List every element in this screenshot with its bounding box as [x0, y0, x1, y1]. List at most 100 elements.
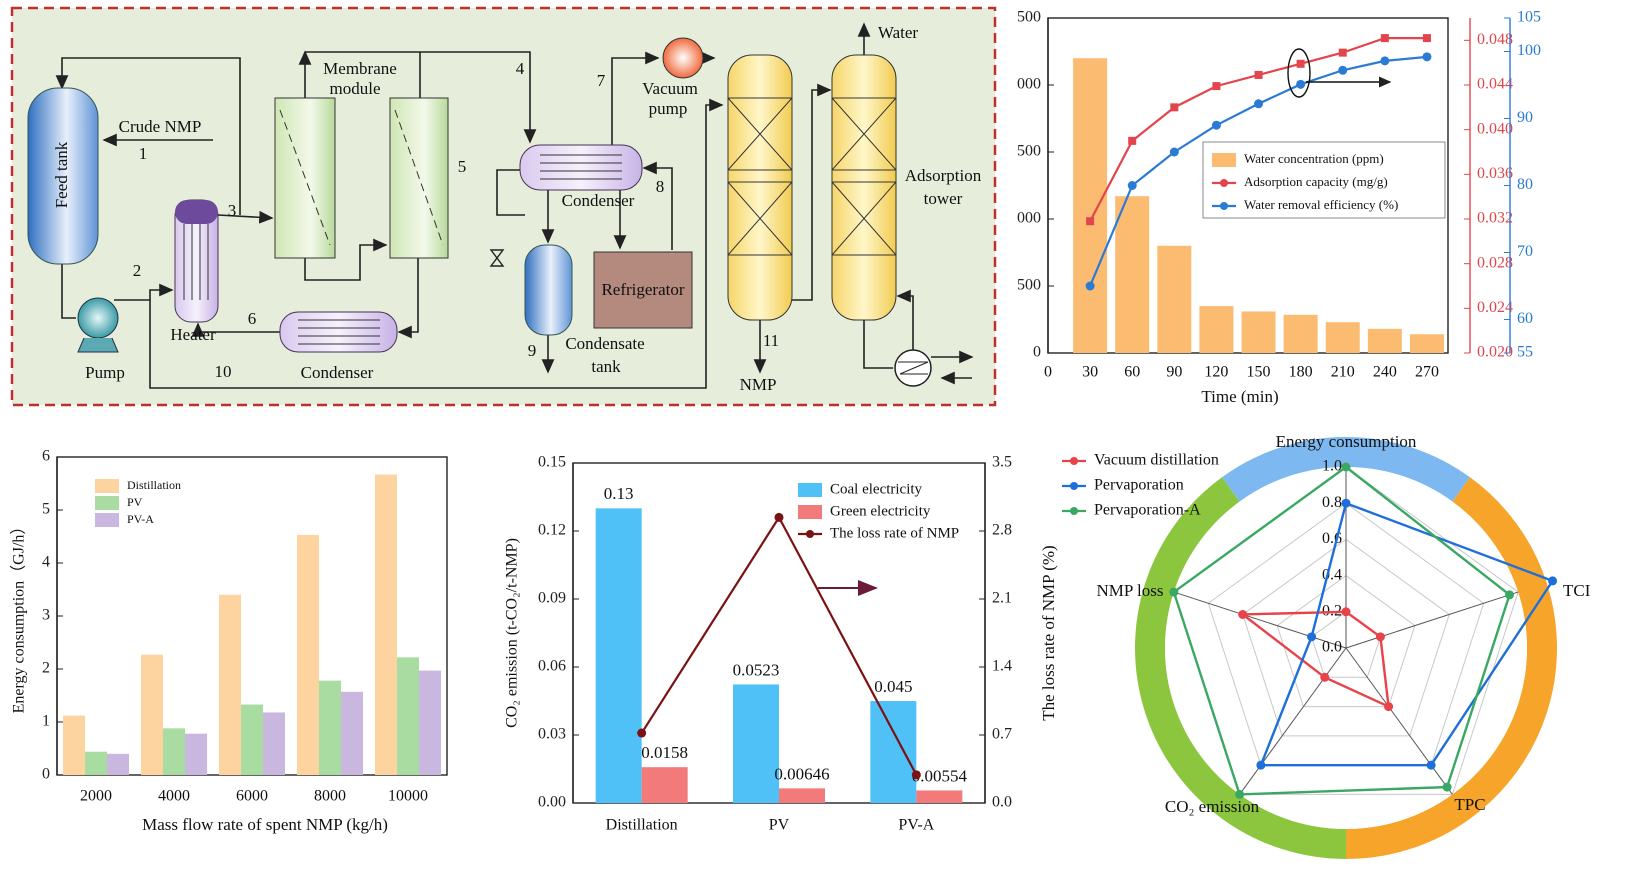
x-tick-label: 4000	[158, 788, 190, 805]
y-tick-label: 3	[42, 607, 50, 624]
legend-marker	[1220, 202, 1228, 210]
diagram-label: 11	[763, 331, 779, 350]
bar	[870, 701, 917, 803]
line-marker	[1169, 147, 1179, 157]
radar-marker	[1169, 587, 1179, 597]
legend-label: Coal electricity	[830, 481, 923, 497]
bar	[1241, 311, 1276, 353]
pipe	[792, 83, 832, 301]
y-tick-label: 0	[1033, 344, 1041, 361]
legend-label: PV-A	[127, 512, 154, 526]
line-marker	[1085, 281, 1095, 291]
diagram-label: Feed tank	[52, 141, 71, 208]
pipe	[863, 320, 893, 369]
chart-panel: Distillation PV PV-A 0.00 0.03 0.06 0.09 0.12 0.…	[504, 454, 1058, 834]
y2-axis-label: The loss rate of NMP (%)	[1039, 545, 1058, 720]
adsorption-column	[831, 54, 897, 321]
radar-marker	[1505, 590, 1515, 600]
diagram-label: module	[330, 79, 381, 98]
radar-marker	[1426, 760, 1436, 770]
bar	[85, 751, 107, 775]
y-tick-label: 0.03	[538, 726, 566, 743]
legend-label: Adsorption capacity (mg/g)	[1244, 174, 1388, 189]
y-tick-label: 0.020	[1477, 344, 1513, 361]
diagram-label: tower	[924, 189, 963, 208]
line-marker	[1380, 34, 1389, 43]
y-axis-label: CO₂ emission (t-CO₂/t-NMP)	[504, 538, 521, 728]
y-tick-label: 0.09	[538, 590, 566, 607]
line-marker	[637, 728, 647, 738]
legend-swatch	[798, 505, 822, 519]
pipe	[896, 289, 914, 350]
x-tick-label: 8000	[314, 788, 346, 805]
x-tick-label: 150	[1247, 364, 1271, 381]
ring-segment	[1135, 477, 1347, 859]
radar-marker	[1235, 789, 1245, 799]
y-tick-label: 0.06	[538, 658, 566, 675]
pipe	[611, 51, 660, 145]
pipe	[149, 98, 724, 389]
axis-label: Energy consumption	[1276, 432, 1417, 451]
x-tick-label: 180	[1289, 364, 1313, 381]
legend-marker	[1070, 507, 1078, 515]
y-axis-label: Energy consumption（GJ/h）	[10, 519, 28, 714]
y-tick-label: 60	[1517, 310, 1533, 327]
y-tick-label: 4	[42, 554, 50, 571]
axis-label: TPC	[1454, 795, 1485, 814]
heater-top	[175, 200, 218, 224]
ring-segment	[1221, 437, 1471, 502]
value-label: 0.0158	[641, 743, 688, 762]
y-tick-label: 0.7	[992, 726, 1012, 743]
x-tick-label: 270	[1415, 364, 1439, 381]
legend-label: Distillation	[127, 478, 181, 492]
y-tick-label: 000	[1017, 76, 1041, 93]
membrane	[279, 109, 331, 246]
x-tick-label: 210	[1331, 364, 1355, 381]
y-tick-label: 105	[1517, 9, 1541, 26]
pipe	[305, 51, 537, 144]
condenser	[279, 311, 398, 353]
spoke	[1173, 591, 1347, 649]
bar	[63, 715, 85, 775]
y-tick-label: 90	[1517, 109, 1533, 126]
bar	[595, 508, 642, 803]
diagram-label: 1	[139, 144, 148, 163]
bar	[419, 670, 441, 775]
y-tick-label: 70	[1517, 243, 1533, 260]
bar	[141, 654, 163, 775]
legend-marker	[1070, 482, 1078, 490]
y-tick-label: 500	[1017, 143, 1041, 160]
bar	[219, 594, 241, 775]
y-tick-label: 80	[1517, 176, 1533, 193]
value-label: 0.00554	[912, 766, 968, 785]
diagram-label: Adsorption	[905, 166, 982, 185]
y-tick-label: 0.036	[1477, 165, 1513, 182]
valve	[489, 249, 505, 267]
grid-ring	[1242, 538, 1450, 737]
bar	[733, 684, 779, 803]
y-tick-label: 1	[42, 713, 50, 730]
condenser	[519, 144, 643, 191]
diagram-label: 9	[528, 341, 537, 360]
chart-panel: 2000 4000 6000 8000 10000 0 1 2 3 4 5 6 Mass flow ra…	[10, 448, 448, 834]
diagram-label: Vacuum	[642, 79, 698, 98]
x-tick-label: 6000	[236, 788, 268, 805]
legend-label: The loss rate of NMP	[830, 525, 959, 541]
pipe	[114, 283, 174, 301]
radar-marker	[1341, 498, 1351, 508]
x-tick-label: PV	[769, 817, 790, 834]
diagram-label: Condenser	[301, 363, 374, 382]
legend-swatch	[798, 483, 822, 497]
legend-marker	[806, 530, 814, 538]
bar	[241, 704, 263, 775]
x-axis-label: Mass flow rate of spent NMP (kg/h)	[142, 815, 388, 834]
diagram-label: pump	[649, 99, 688, 118]
series-polygon	[1259, 501, 1555, 767]
x-axis-label: Time (min)	[1201, 387, 1278, 406]
diagram-label: Pump	[85, 363, 125, 382]
y-tick-label: 55	[1517, 344, 1533, 361]
bar	[397, 657, 419, 775]
line-marker	[1212, 82, 1221, 91]
adsorption-column	[727, 54, 793, 321]
